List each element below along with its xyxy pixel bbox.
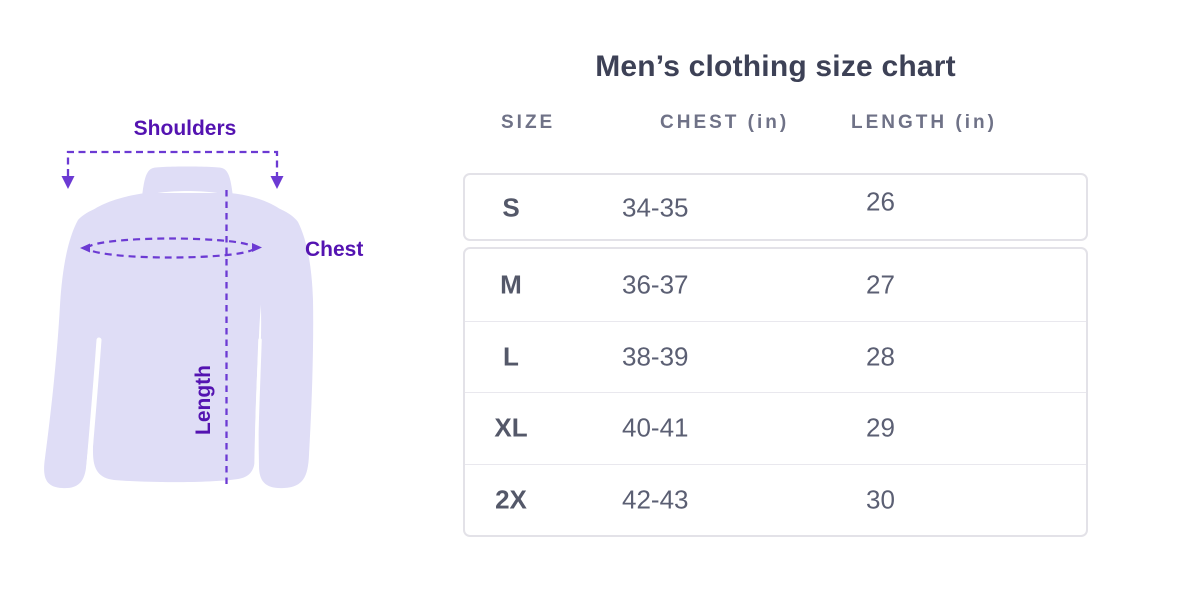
table-section-rest: M 36-37 27 L 38-39 28 XL 40-41 29 2X 42-… <box>463 247 1088 537</box>
arrow-down-left-icon <box>61 176 75 189</box>
shirt-body <box>88 193 287 483</box>
column-header-size: SIZE <box>501 112 556 133</box>
column-header-chest: CHEST (in) <box>660 112 790 133</box>
chest-cell: 34-35 <box>622 192 689 223</box>
length-label: Length <box>192 365 215 435</box>
length-cell: 28 <box>866 341 895 372</box>
length-cell: 29 <box>866 412 895 443</box>
armpit-gap-right <box>254 338 262 478</box>
chest-cell: 38-39 <box>622 341 689 372</box>
size-cell: S <box>502 192 520 223</box>
length-cell: 30 <box>866 484 895 515</box>
table-row: S 34-35 26 <box>465 175 1086 241</box>
table-section-first: S 34-35 26 <box>463 173 1088 241</box>
table-row: XL 40-41 29 <box>465 392 1086 464</box>
table-row: L 38-39 28 <box>465 320 1086 393</box>
length-cell: 26 <box>866 186 895 217</box>
arrow-left-icon <box>80 243 90 253</box>
arrow-down-right-icon <box>270 176 284 189</box>
shirt-collar <box>142 166 233 197</box>
chest-cell: 36-37 <box>622 269 689 300</box>
size-cell: M <box>500 269 522 300</box>
shoulders-label: Shoulders <box>133 117 237 140</box>
arrow-right-icon <box>252 243 262 252</box>
size-cell: 2X <box>495 484 527 515</box>
size-cell: XL <box>494 412 528 443</box>
chest-cell: 40-41 <box>622 412 689 443</box>
chest-cell: 42-43 <box>622 484 689 515</box>
shirt-measurement-diagram <box>44 150 314 489</box>
shirt-right-sleeve <box>226 196 314 489</box>
chest-label: Chest <box>305 238 364 261</box>
armpit-gap-left <box>85 337 102 479</box>
table-row: M 36-37 27 <box>465 249 1086 321</box>
length-cell: 27 <box>866 269 895 300</box>
table-row: 2X 42-43 30 <box>465 463 1086 536</box>
column-header-length: LENGTH (in) <box>851 112 997 133</box>
shoulders-bracket-line <box>66 150 279 176</box>
table-header-row: SIZE CHEST (in) LENGTH (in) <box>463 112 1088 140</box>
page-title: Men’s clothing size chart <box>595 50 956 83</box>
size-cell: L <box>503 341 519 372</box>
